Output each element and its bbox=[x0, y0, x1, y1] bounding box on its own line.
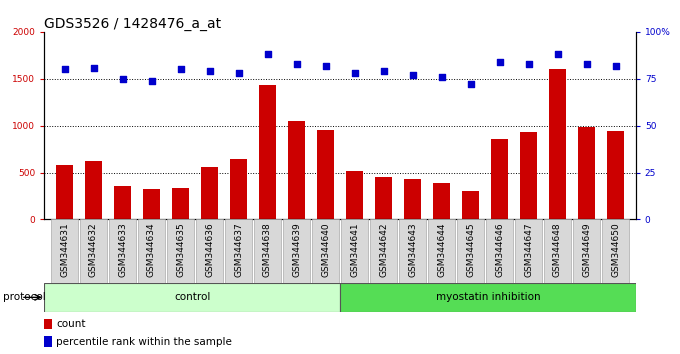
Bar bbox=[578, 127, 595, 219]
Point bbox=[320, 63, 331, 68]
Text: GSM344634: GSM344634 bbox=[147, 223, 156, 277]
Point bbox=[494, 59, 505, 65]
Point bbox=[407, 72, 418, 78]
Bar bbox=[139, 219, 165, 283]
Bar bbox=[85, 161, 102, 219]
Bar bbox=[284, 219, 309, 283]
Bar bbox=[607, 131, 624, 219]
Bar bbox=[143, 189, 160, 219]
Text: GSM344632: GSM344632 bbox=[89, 223, 98, 277]
Text: GSM344637: GSM344637 bbox=[234, 223, 243, 278]
Bar bbox=[549, 69, 566, 219]
Text: GSM344647: GSM344647 bbox=[524, 223, 533, 277]
Text: count: count bbox=[56, 319, 86, 329]
Text: GSM344644: GSM344644 bbox=[437, 223, 446, 277]
Bar bbox=[52, 219, 78, 283]
Point bbox=[610, 63, 621, 68]
Bar bbox=[80, 219, 107, 283]
Point bbox=[465, 81, 476, 87]
Bar bbox=[254, 219, 281, 283]
Bar bbox=[259, 85, 276, 219]
Text: GSM344650: GSM344650 bbox=[611, 223, 620, 278]
Point bbox=[88, 65, 99, 70]
Text: GSM344648: GSM344648 bbox=[553, 223, 562, 277]
Bar bbox=[312, 219, 339, 283]
Text: percentile rank within the sample: percentile rank within the sample bbox=[56, 337, 232, 347]
Bar bbox=[226, 219, 252, 283]
Text: GSM344639: GSM344639 bbox=[292, 223, 301, 278]
Bar bbox=[340, 283, 636, 312]
Bar bbox=[520, 132, 537, 219]
Text: GSM344633: GSM344633 bbox=[118, 223, 127, 278]
Text: GSM344649: GSM344649 bbox=[582, 223, 591, 277]
Bar bbox=[458, 219, 483, 283]
Text: control: control bbox=[174, 292, 210, 302]
Bar bbox=[167, 219, 194, 283]
Bar bbox=[428, 219, 454, 283]
Text: GSM344636: GSM344636 bbox=[205, 223, 214, 278]
Bar bbox=[515, 219, 541, 283]
Text: GSM344645: GSM344645 bbox=[466, 223, 475, 277]
Point bbox=[552, 52, 563, 57]
Bar bbox=[44, 319, 52, 329]
Point bbox=[59, 67, 70, 72]
Text: myostatin inhibition: myostatin inhibition bbox=[436, 292, 540, 302]
Bar bbox=[317, 130, 334, 219]
Bar bbox=[486, 219, 513, 283]
Bar bbox=[573, 219, 600, 283]
Bar bbox=[114, 186, 131, 219]
Bar bbox=[432, 183, 450, 219]
Text: GSM344640: GSM344640 bbox=[321, 223, 330, 277]
Bar bbox=[201, 167, 218, 219]
Text: GSM344642: GSM344642 bbox=[379, 223, 388, 277]
Bar bbox=[172, 188, 189, 219]
Text: GSM344646: GSM344646 bbox=[495, 223, 504, 277]
Bar bbox=[375, 177, 392, 219]
Point bbox=[233, 70, 244, 76]
Text: GSM344638: GSM344638 bbox=[263, 223, 272, 278]
Bar bbox=[197, 219, 222, 283]
Point bbox=[175, 67, 186, 72]
Bar bbox=[462, 191, 479, 219]
Point bbox=[523, 61, 534, 67]
Bar bbox=[346, 171, 363, 219]
Point bbox=[117, 76, 128, 81]
Bar bbox=[399, 219, 426, 283]
Text: GSM344631: GSM344631 bbox=[60, 223, 69, 278]
Bar bbox=[602, 219, 628, 283]
Text: GDS3526 / 1428476_a_at: GDS3526 / 1428476_a_at bbox=[44, 17, 221, 31]
Bar bbox=[44, 336, 52, 347]
Bar bbox=[56, 165, 73, 219]
Point bbox=[378, 68, 389, 74]
Text: GSM344641: GSM344641 bbox=[350, 223, 359, 277]
Point bbox=[262, 52, 273, 57]
Text: GSM344635: GSM344635 bbox=[176, 223, 185, 278]
Text: protocol: protocol bbox=[3, 292, 46, 302]
Point bbox=[146, 78, 157, 84]
Bar bbox=[341, 219, 368, 283]
Bar bbox=[44, 283, 340, 312]
Point bbox=[581, 61, 592, 67]
Bar bbox=[404, 179, 421, 219]
Point bbox=[291, 61, 302, 67]
Bar bbox=[491, 139, 508, 219]
Point bbox=[204, 68, 215, 74]
Bar bbox=[109, 219, 135, 283]
Bar bbox=[371, 219, 396, 283]
Bar bbox=[288, 121, 305, 219]
Text: GSM344643: GSM344643 bbox=[408, 223, 417, 277]
Bar bbox=[545, 219, 571, 283]
Point bbox=[349, 70, 360, 76]
Point bbox=[436, 74, 447, 80]
Bar bbox=[230, 159, 248, 219]
